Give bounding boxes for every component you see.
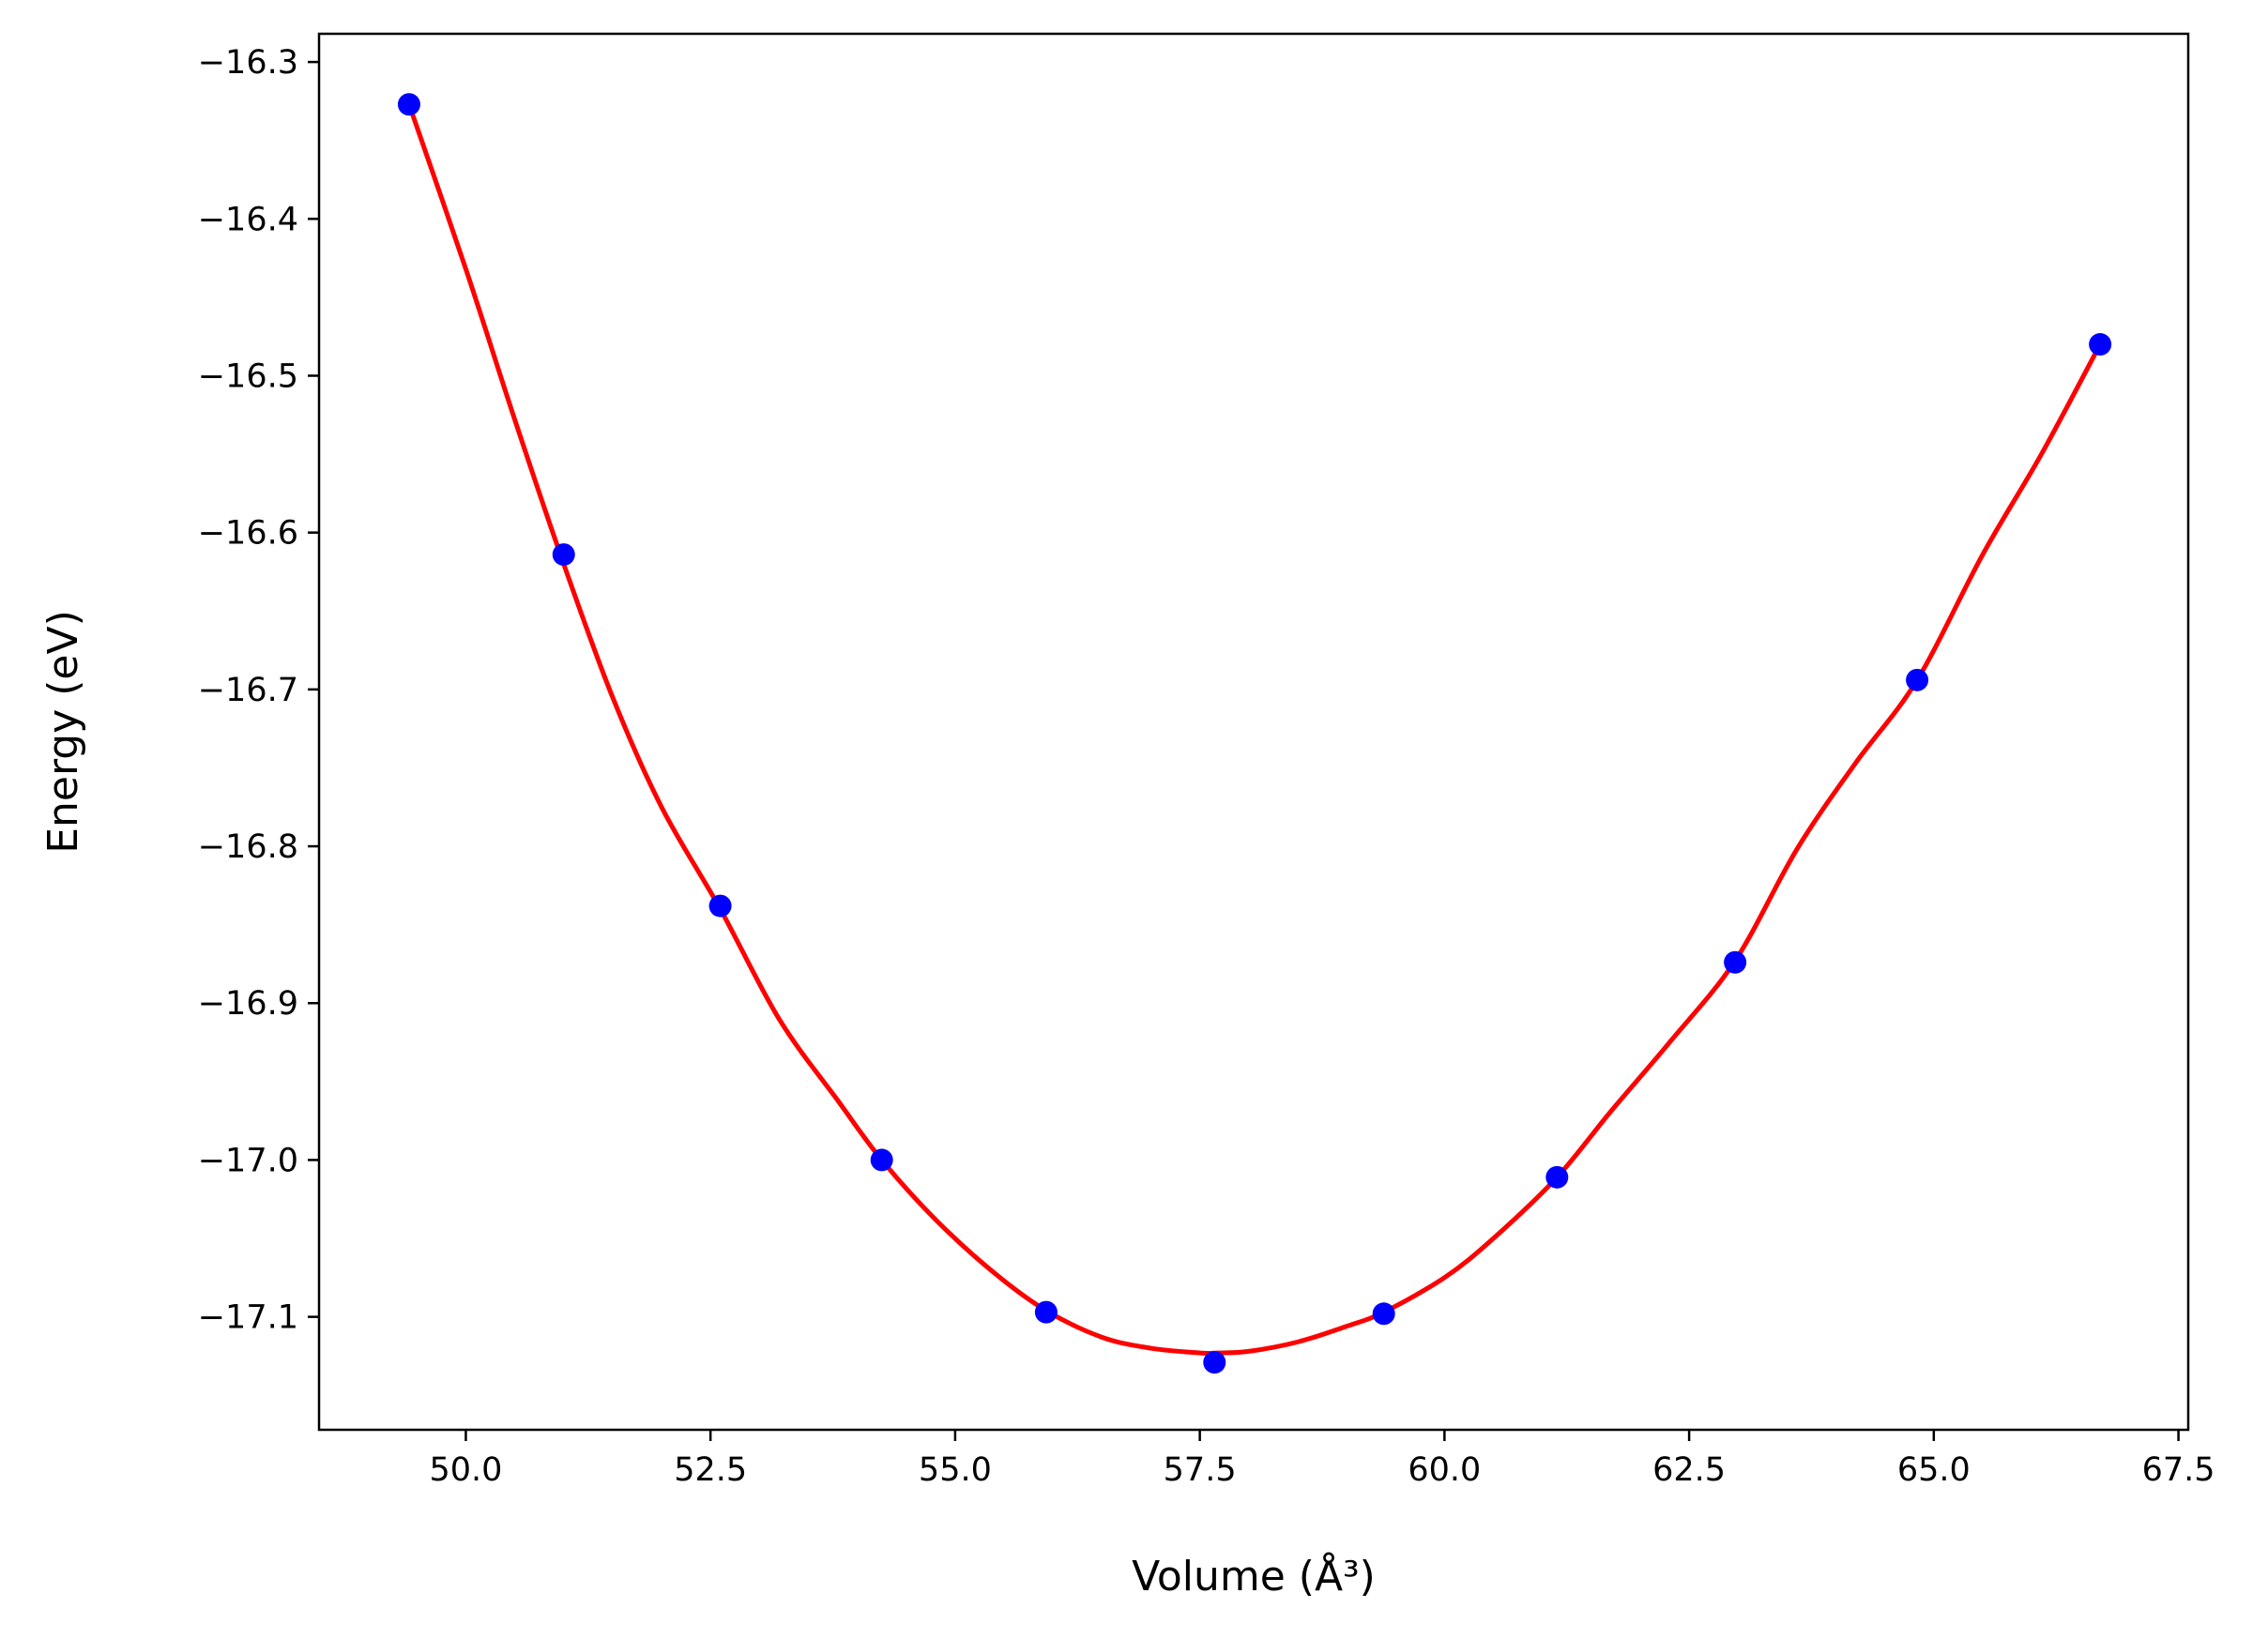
x-axis-label: Volume (Å³) [1132,1551,1376,1601]
data-point [870,1148,893,1172]
x-tick-label: 62.5 [1652,1451,1726,1489]
y-tick-label: −16.5 [198,357,298,395]
x-tick-label: 57.5 [1164,1451,1237,1489]
x-tick-label: 65.0 [1897,1451,1971,1489]
y-tick-label: −17.1 [198,1299,298,1337]
y-tick-label: −17.0 [198,1142,298,1179]
x-tick-label: 50.0 [429,1451,502,1489]
x-tick-label: 67.5 [2142,1451,2215,1489]
data-point [1034,1300,1058,1324]
data-point [1372,1302,1395,1326]
y-tick-label: −16.9 [198,985,298,1023]
data-point [1203,1351,1226,1374]
data-point [708,894,732,918]
y-tick-label: −16.8 [198,828,298,866]
x-tick-label: 52.5 [674,1451,747,1489]
y-tick-label: −16.6 [198,515,298,553]
data-point [2089,333,2112,357]
y-axis-label: Energy (eV) [39,610,87,854]
y-tick-label: −16.3 [198,44,298,82]
data-point [1724,950,1747,974]
data-point [552,543,575,567]
x-tick-label: 60.0 [1408,1451,1481,1489]
y-axis-ticks: −16.3 −16.4 −16.5 −16.6 −16.7 −16.8 −16.9 −17.0… [198,44,319,1337]
data-point [1906,668,1929,691]
data-point [1545,1165,1569,1189]
x-axis-ticks: 50.0 52.5 55.0 57.5 60.0 62.5 65.0 67.5 [429,1430,2215,1489]
data-points-layer [397,93,2112,1374]
plot-area-frame [317,32,2190,1432]
y-tick-label: −16.7 [198,672,298,709]
data-point [397,93,420,116]
y-tick-label: −16.4 [198,201,298,238]
x-tick-label: 55.0 [919,1451,992,1489]
